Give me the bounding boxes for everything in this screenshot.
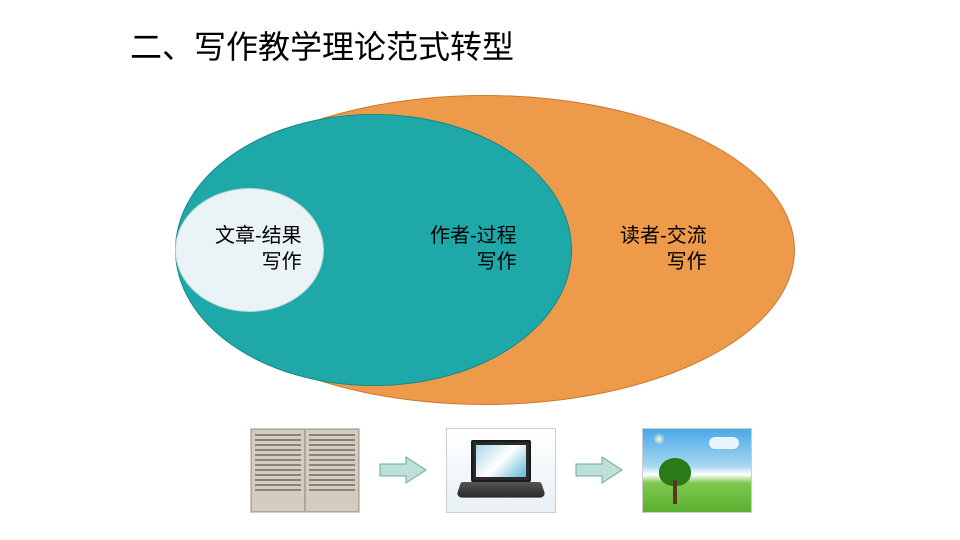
- thumb-landscape: [642, 428, 752, 513]
- thumb-laptop: [446, 428, 556, 513]
- cloud-icon: [709, 437, 739, 449]
- label-inner-line2: 写作: [262, 251, 302, 273]
- label-middle-line2: 写作: [477, 251, 517, 273]
- slide-title: 二、写作教学理论范式转型: [130, 22, 514, 68]
- tree-trunk-icon: [673, 480, 677, 504]
- sun-icon: [653, 433, 665, 445]
- laptop-icon: [461, 440, 541, 500]
- arrow-icon: [378, 455, 428, 485]
- venn-diagram: 文章-结果 写作 作者-过程 写作 读者-交流 写作: [175, 95, 795, 405]
- manuscript-page-right: [305, 429, 359, 512]
- label-outer-line1: 读者-交流: [620, 225, 707, 247]
- label-outer: 读者-交流 写作: [620, 223, 707, 275]
- label-inner-line1: 文章-结果: [215, 225, 302, 247]
- laptop-base: [456, 482, 546, 498]
- flow-row: [250, 420, 810, 520]
- label-middle-line1: 作者-过程: [430, 225, 517, 247]
- laptop-screen: [471, 440, 531, 482]
- label-middle: 作者-过程 写作: [430, 223, 517, 275]
- laptop-display: [476, 445, 526, 477]
- manuscript-page-left: [251, 429, 305, 512]
- arrow-icon: [574, 455, 624, 485]
- label-inner: 文章-结果 写作: [215, 223, 302, 275]
- label-outer-line2: 写作: [667, 251, 707, 273]
- thumb-manuscript: [250, 428, 360, 513]
